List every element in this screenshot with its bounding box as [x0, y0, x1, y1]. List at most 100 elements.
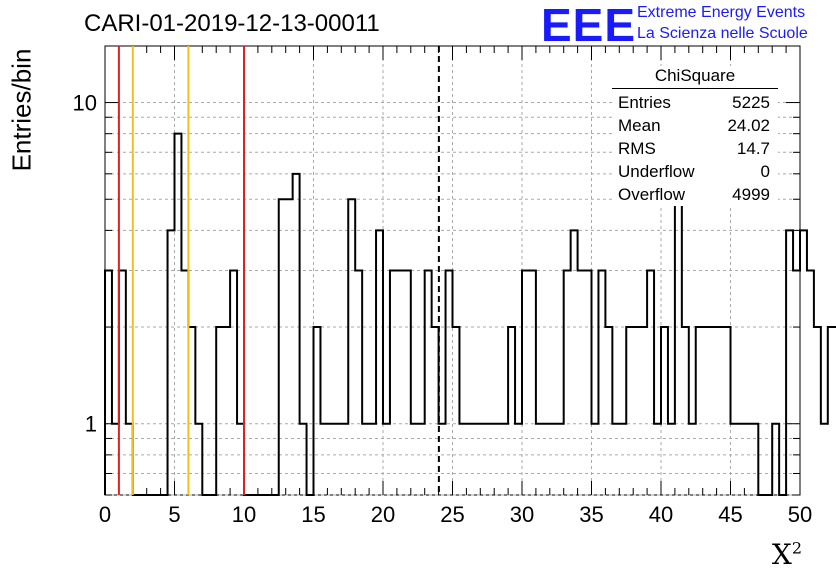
stats-value: 5225 — [732, 93, 770, 112]
histogram-bin — [327, 424, 334, 495]
histogram-bin — [598, 271, 605, 496]
histogram-bin — [633, 327, 640, 495]
stats-value: 4999 — [732, 185, 770, 204]
histogram-bin — [397, 271, 404, 496]
histogram-bin — [369, 424, 376, 495]
x-tick-label: 25 — [440, 502, 464, 527]
stats-value: 0 — [760, 162, 770, 181]
stats-row-entries: Entries 5225 — [612, 91, 778, 114]
x-tick-label: 40 — [649, 502, 673, 527]
histogram-bin — [543, 424, 550, 495]
histogram-bin — [814, 327, 821, 495]
histogram-bin — [230, 271, 237, 496]
histogram-bin — [237, 424, 244, 495]
histogram-bin — [807, 271, 814, 496]
histogram-bin — [696, 327, 703, 495]
histogram-bin — [418, 424, 425, 495]
histogram-bin — [334, 424, 341, 495]
x-tick-label: 35 — [579, 502, 603, 527]
histogram-bin — [126, 424, 133, 495]
histogram-bin — [112, 424, 119, 495]
histogram-bin — [411, 424, 418, 495]
stats-row-mean: Mean 24.02 — [612, 114, 778, 137]
histogram-bin — [341, 424, 348, 495]
histogram-bin — [181, 271, 188, 496]
histogram-bin — [619, 424, 626, 495]
histogram-bin — [508, 327, 515, 495]
histogram-bin — [751, 424, 758, 495]
stats-row-rms: RMS 14.7 — [612, 137, 778, 160]
histogram-bin — [654, 424, 661, 495]
histogram-bin — [564, 271, 571, 496]
histogram-bin — [279, 199, 286, 495]
histogram-bin — [592, 424, 599, 495]
histogram-bin — [216, 327, 223, 495]
histogram-bin — [786, 230, 793, 495]
histogram-bin — [362, 424, 369, 495]
histogram-bin — [605, 327, 612, 495]
histogram-bin — [647, 271, 654, 496]
stats-label: Mean — [618, 116, 661, 135]
histogram-bin — [446, 271, 453, 496]
histogram-bin — [731, 424, 738, 495]
histogram-bin — [119, 271, 126, 496]
histogram-bin — [675, 199, 682, 495]
x-tick-label: 15 — [301, 502, 325, 527]
stats-label: Entries — [618, 93, 671, 112]
stats-title: ChiSquare — [612, 66, 778, 89]
histogram-bin — [487, 424, 494, 495]
histogram-bin — [703, 327, 710, 495]
histogram-bin — [737, 424, 744, 495]
histogram-bin — [689, 424, 696, 495]
histogram-bin — [105, 271, 112, 496]
histogram-bin — [453, 327, 460, 495]
eee-logo: EEE — [541, 0, 637, 51]
histogram-bin — [355, 271, 362, 496]
histogram-bin — [188, 327, 195, 495]
x-tick-label: 30 — [510, 502, 534, 527]
x-tick-label: 45 — [718, 502, 742, 527]
histogram-bin — [425, 271, 432, 496]
stats-row-overflow: Overflow 4999 — [612, 183, 778, 206]
chart-title: CARI-01-2019-12-13-00011 — [84, 10, 380, 37]
histogram-bin — [557, 424, 564, 495]
histogram-bin — [522, 271, 529, 496]
histogram-bin — [772, 424, 779, 495]
histogram-bin — [800, 230, 807, 495]
histogram-bin — [501, 424, 508, 495]
stats-row-underflow: Underflow 0 — [612, 160, 778, 183]
histogram-bin — [494, 424, 501, 495]
histogram-series — [104, 132, 836, 496]
histogram-bin — [536, 424, 543, 495]
histogram-bin — [293, 174, 300, 495]
y-tick-label: 1 — [85, 412, 97, 437]
histogram-bin — [717, 327, 724, 495]
histogram-bin — [744, 424, 751, 495]
histogram-bin — [195, 424, 202, 495]
histogram-bin — [223, 327, 230, 495]
histogram-bin — [612, 424, 619, 495]
histogram-bin — [175, 134, 182, 495]
histogram-bin — [626, 327, 633, 495]
histogram-bin — [529, 271, 536, 496]
x-tick-label: 10 — [232, 502, 256, 527]
histogram-bin — [724, 327, 731, 495]
stats-label: Overflow — [618, 185, 686, 204]
histogram-bin — [661, 327, 668, 495]
x-tick-label: 5 — [168, 502, 180, 527]
histogram-bin — [314, 327, 321, 495]
histogram-bin — [348, 199, 355, 495]
histogram-bin — [286, 199, 293, 495]
histogram-bin — [432, 327, 439, 495]
histogram-bin — [571, 230, 578, 495]
histogram-bin — [682, 327, 689, 495]
histogram-bin — [168, 230, 175, 495]
histogram-bin — [793, 271, 800, 496]
stats-box: ChiSquare Entries 5225 Mean 24.02 RMS 14… — [612, 66, 778, 206]
histogram-bin — [473, 424, 480, 495]
histogram-bin — [404, 271, 411, 496]
histogram-bin — [550, 424, 557, 495]
stats-value: 24.02 — [727, 116, 770, 135]
y-tick-label: 10 — [73, 91, 97, 116]
